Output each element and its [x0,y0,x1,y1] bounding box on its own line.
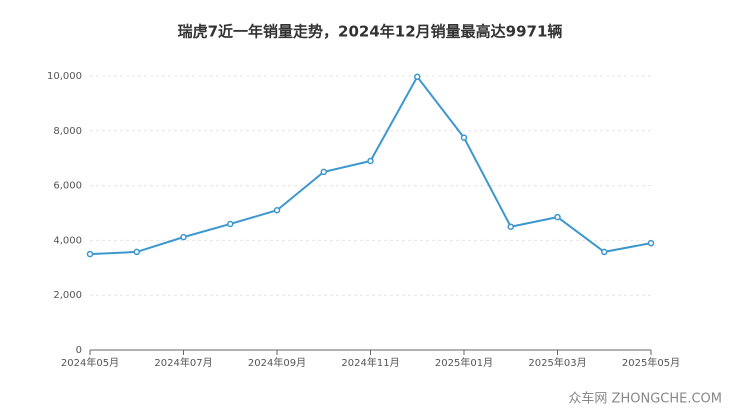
point [320,168,327,176]
y-tick-label: 4,000 [53,235,82,246]
point [133,248,140,256]
x-tick-label: 2025年05月 [622,356,680,369]
watermark: 众车网 ZHONGCHE.COM [568,391,722,407]
y-tick-label: 6,000 [53,181,82,192]
point [414,73,421,81]
y-tick-label: 8,000 [53,126,82,137]
point [367,157,374,165]
y-tick-label: 2,000 [53,290,82,301]
x-tick-label: 2024年07月 [154,356,212,369]
x-tick-label: 2024年05月 [61,356,119,369]
line [89,74,652,256]
point [507,223,514,230]
x-tick-label: 2025年03月 [528,356,586,369]
point [460,134,468,141]
point [554,213,561,221]
point [227,220,234,228]
y-tick-label: 10,000 [47,71,82,82]
point [180,233,187,241]
point [86,250,94,258]
point [273,207,281,214]
x-tick-label: 2025年01月 [435,356,493,369]
y-tick-label: 0 [76,345,82,356]
point [601,248,608,256]
x-tick-label: 2024年09月 [248,356,306,369]
chart-title: 瑞虎7近一年销量走势，2024年12月销量最高达9971辆 [178,23,563,41]
point [647,239,655,247]
x-tick-label: 2024年11月 [341,356,399,369]
